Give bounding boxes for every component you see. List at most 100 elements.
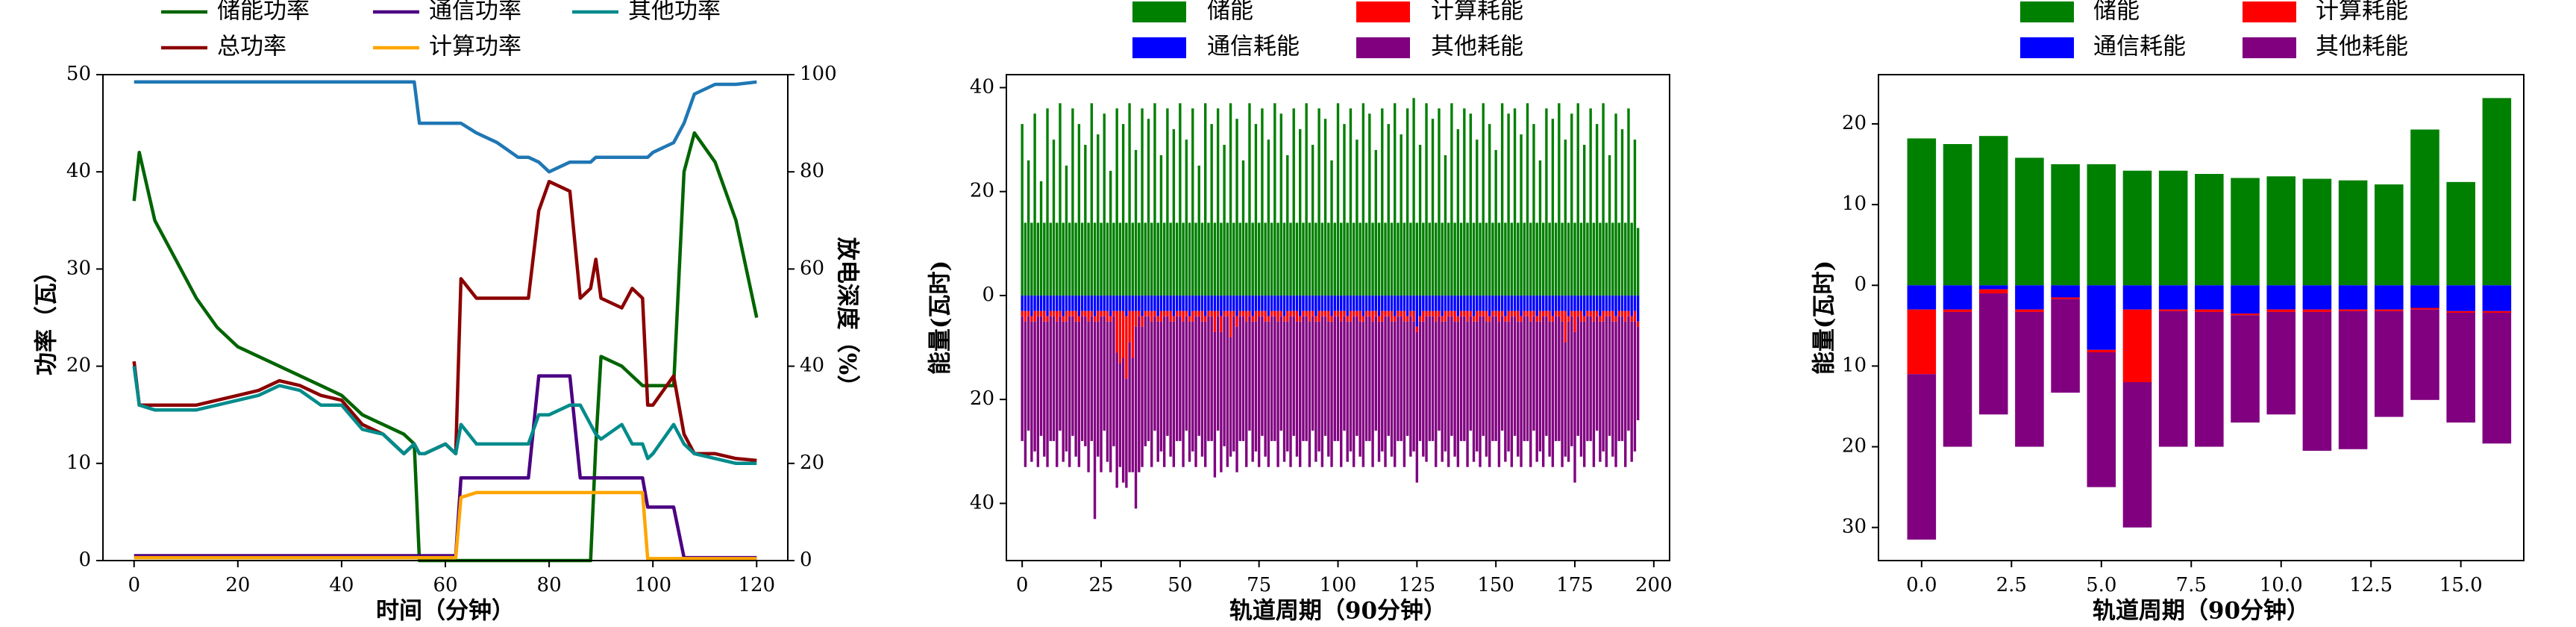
bar — [1159, 321, 1163, 452]
bar — [1175, 295, 1179, 311]
bar — [1147, 311, 1150, 316]
bar — [1121, 311, 1125, 358]
bar — [1197, 165, 1200, 296]
bar — [1479, 311, 1482, 316]
bar — [1520, 321, 1523, 467]
bar — [1340, 222, 1343, 296]
x-axis-label: 轨道周期（90分钟） — [2093, 598, 2310, 625]
bar — [1194, 311, 1197, 316]
bar — [1049, 295, 1052, 311]
bar — [1614, 321, 1617, 467]
bar — [1241, 311, 1245, 316]
bar — [1027, 311, 1030, 316]
bar — [1046, 108, 1049, 296]
bar — [2375, 309, 2404, 311]
bar — [1456, 316, 1460, 322]
bar — [1166, 311, 1169, 316]
bar — [1479, 316, 1482, 467]
bar — [1213, 331, 1217, 478]
bar — [1074, 222, 1077, 296]
bar — [1302, 295, 1305, 311]
bar — [1052, 295, 1056, 311]
bar — [1141, 316, 1144, 327]
bar — [1156, 295, 1159, 316]
bar — [1229, 337, 1232, 457]
bar — [1191, 108, 1194, 296]
bar — [1169, 321, 1172, 457]
bar — [1118, 311, 1122, 364]
bar — [1320, 311, 1324, 316]
bar — [1435, 295, 1438, 311]
bar — [1529, 321, 1532, 467]
bar — [1586, 295, 1589, 311]
bar — [1620, 316, 1624, 441]
bar — [1182, 295, 1185, 311]
bar — [1529, 311, 1532, 322]
bar — [1978, 289, 2008, 294]
bar — [1295, 311, 1299, 322]
bar — [1630, 295, 1633, 316]
bar — [1295, 321, 1299, 457]
x-tick-label: 7.5 — [2176, 574, 2207, 596]
y2-tick-label: 80 — [800, 160, 824, 182]
bar — [1036, 311, 1040, 316]
bar — [1254, 311, 1258, 322]
subplot: 0.0 2.5 5.0 7.5 10.0 12.5 15.0 30 20 10 0 10 20 轨道周期（… — [1811, 0, 2525, 625]
bar — [1156, 321, 1159, 462]
x-tick-label: 100 — [634, 574, 671, 596]
y-tick-label: 20 — [66, 355, 91, 377]
bar — [1611, 222, 1614, 296]
bar — [1538, 321, 1542, 452]
bar — [1207, 311, 1210, 316]
legend-label: 计算耗能 — [2316, 0, 2408, 25]
y2-tick-label: 0 — [800, 549, 812, 571]
bar — [1172, 129, 1176, 296]
bar — [1131, 222, 1135, 296]
bar — [1358, 222, 1361, 296]
bar — [1317, 311, 1320, 322]
bar — [2122, 170, 2152, 286]
bar — [1387, 316, 1390, 436]
bar — [1166, 316, 1169, 436]
bar — [1364, 295, 1368, 311]
bar — [2087, 285, 2116, 350]
bar — [1513, 311, 1517, 316]
bar — [1248, 103, 1251, 296]
bar — [1485, 321, 1488, 457]
bar — [1241, 295, 1245, 311]
bar — [1583, 295, 1586, 316]
bar — [1438, 108, 1441, 296]
bar — [1100, 316, 1103, 472]
x-tick-label: 80 — [537, 574, 562, 596]
bar — [1292, 316, 1295, 436]
bar — [1121, 295, 1125, 311]
bar — [1021, 124, 1024, 296]
bar — [1295, 295, 1299, 311]
bar — [1115, 295, 1118, 311]
bar — [1191, 311, 1194, 322]
bar — [1444, 321, 1447, 452]
bar — [1292, 311, 1295, 316]
bar — [1200, 321, 1204, 457]
bar — [1289, 311, 1292, 316]
bar — [1561, 311, 1564, 322]
bar — [1431, 295, 1435, 311]
bar — [1431, 316, 1435, 441]
bar — [1425, 295, 1428, 311]
bar — [1441, 295, 1444, 316]
bar — [1336, 295, 1340, 311]
bar — [1561, 222, 1564, 296]
bar — [1579, 311, 1583, 322]
bar — [1065, 321, 1068, 452]
y-tick-label: 30 — [1842, 516, 1867, 538]
bar — [1267, 140, 1270, 296]
bar — [1282, 295, 1286, 316]
bar — [1412, 321, 1415, 452]
bar — [2051, 299, 2080, 393]
bar — [1523, 316, 1526, 441]
bar — [1087, 295, 1090, 311]
bar — [2410, 285, 2439, 308]
bar — [1558, 316, 1561, 441]
bar — [2015, 285, 2044, 310]
